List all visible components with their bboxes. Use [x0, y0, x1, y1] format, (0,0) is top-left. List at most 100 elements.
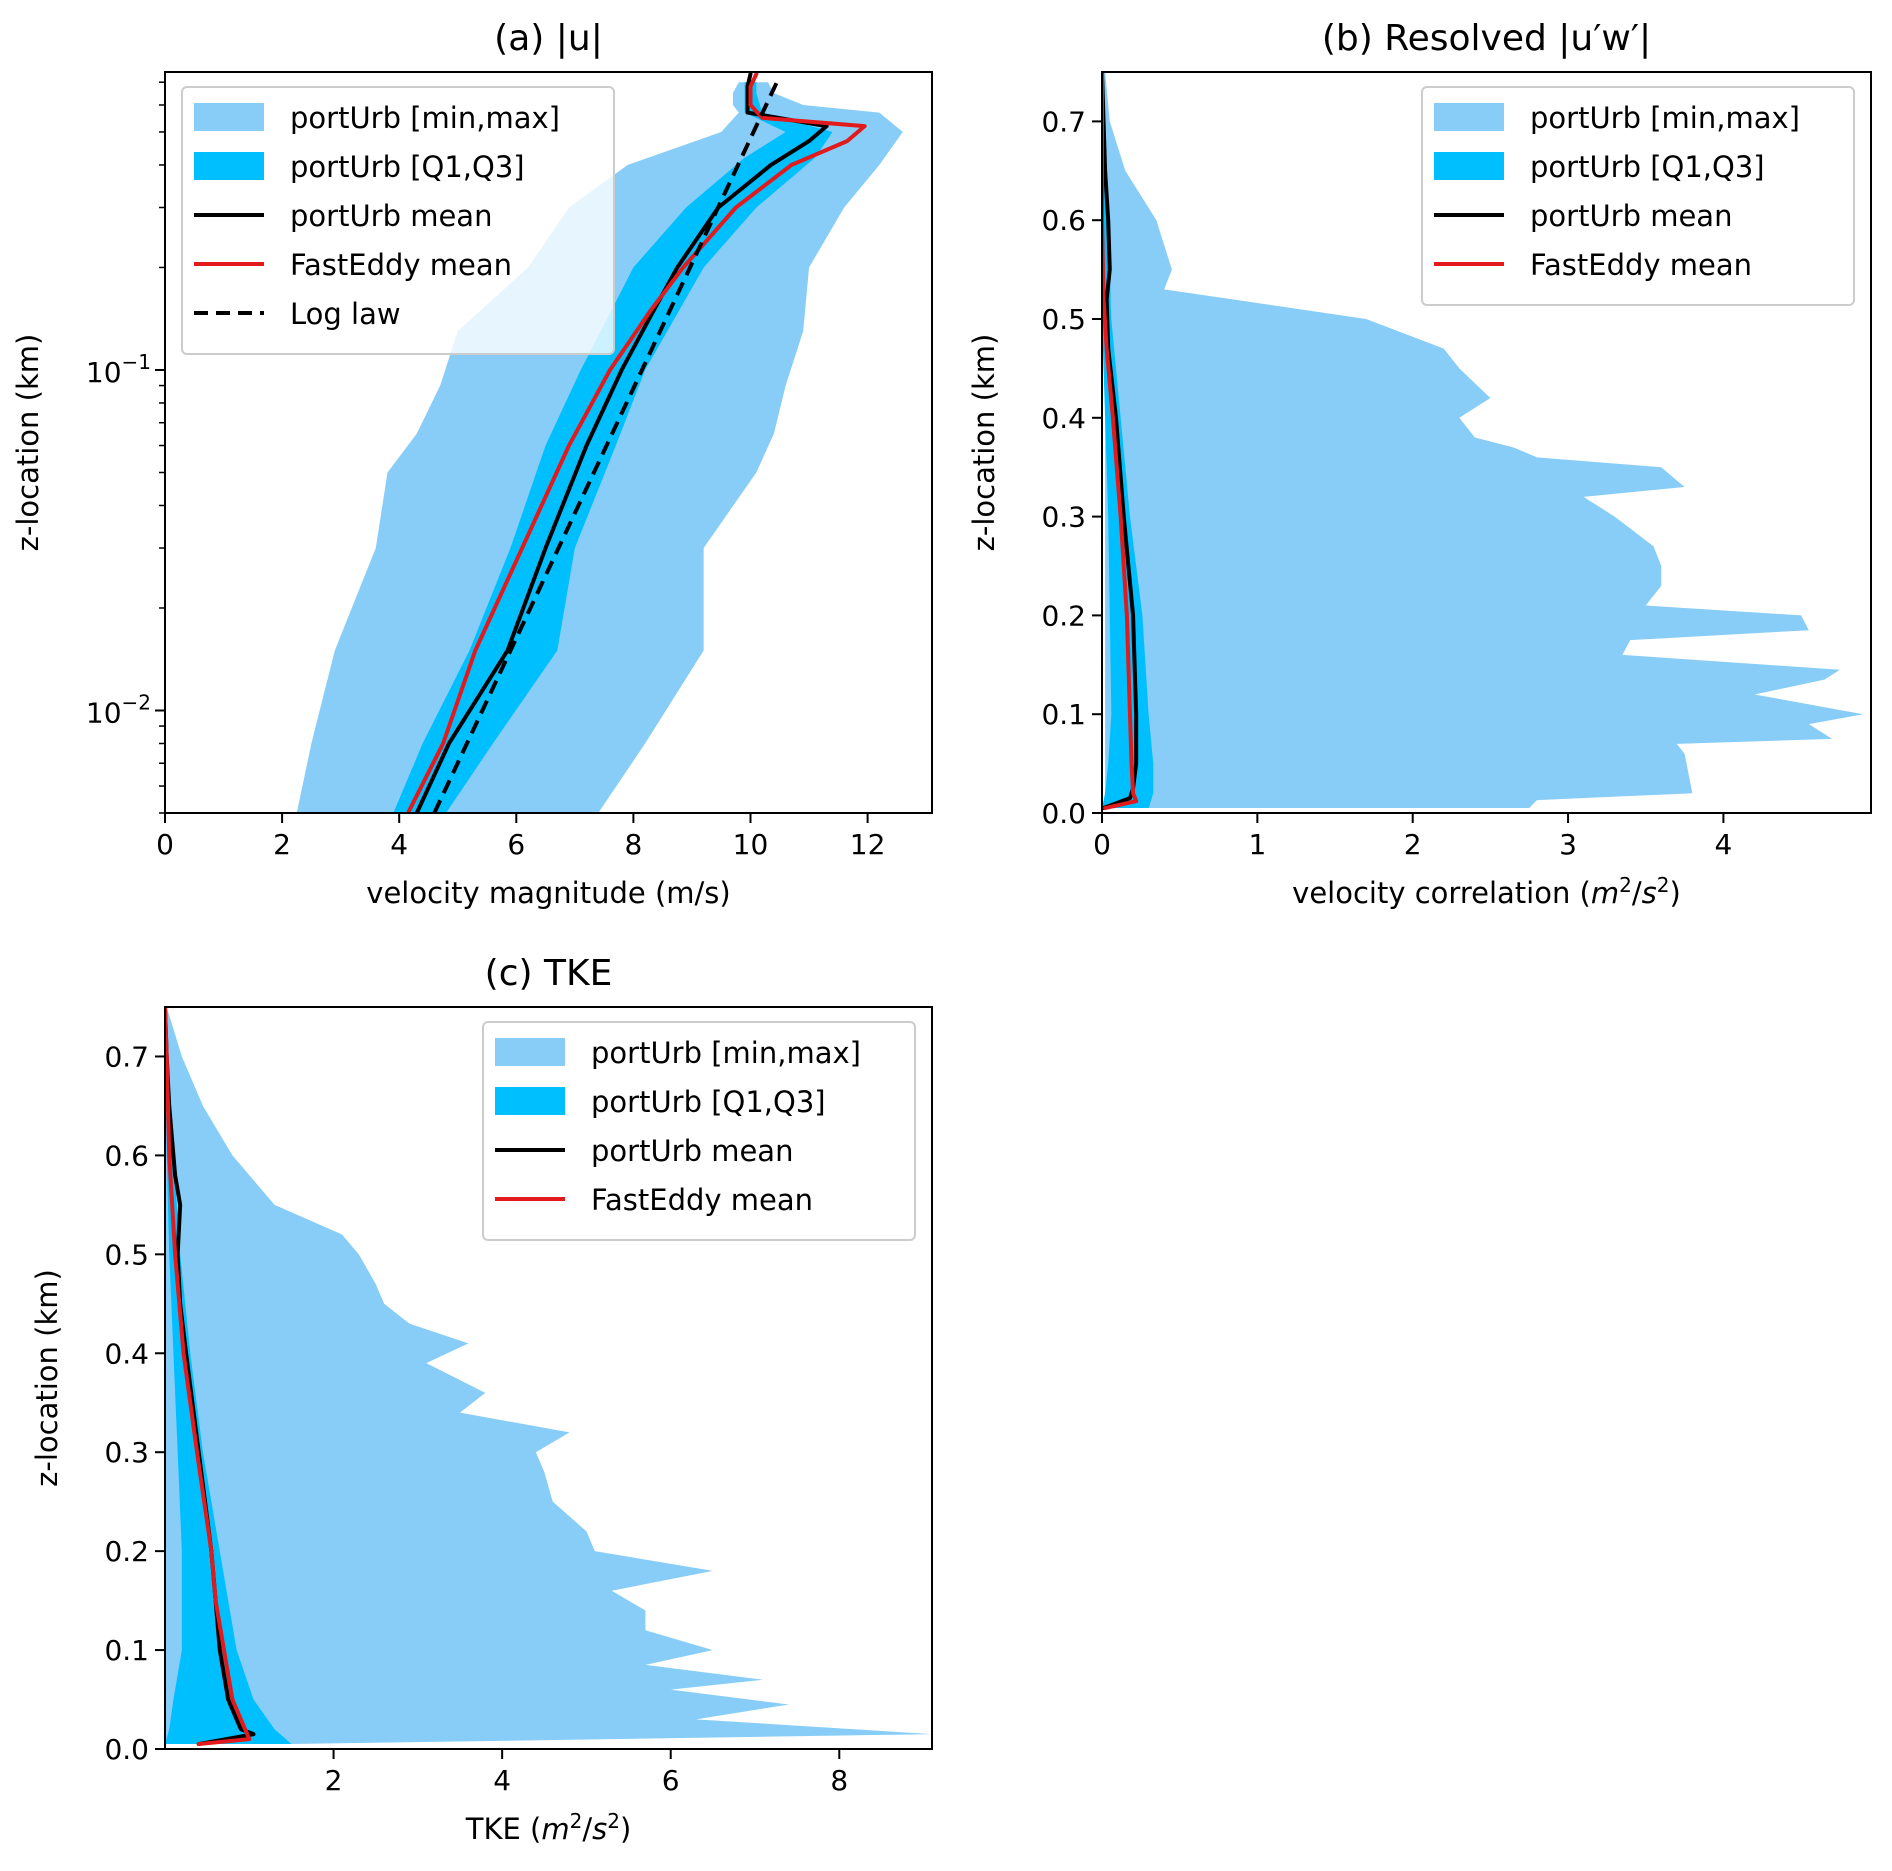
y-tick-label: 0.3: [104, 1436, 149, 1469]
x-axis-label-slash: /: [582, 1812, 592, 1846]
x-axis-label: TKE (m2/s2): [465, 1809, 632, 1846]
y-tick-exponent: −1: [122, 350, 151, 374]
x-tick-label: 8: [830, 1764, 848, 1797]
plot-area: [165, 1007, 932, 1747]
y-tick-label: 10−2: [86, 690, 151, 729]
x-axis-label-slash: /: [1632, 876, 1642, 910]
y-axis-label: z-location (km): [967, 334, 1001, 552]
x-axis-label: velocity correlation (m2/s2): [1292, 873, 1681, 910]
legend: portUrb [min,max] portUrb [Q1,Q3] portUrb …: [482, 1021, 916, 1241]
legend-label: portUrb [min,max]: [591, 1036, 861, 1070]
chart-title: (a) |u|: [494, 18, 603, 59]
legend-label: portUrb [min,max]: [1530, 101, 1800, 135]
y-tick-base: 10: [86, 356, 122, 389]
y-tick-label: 0.3: [1041, 501, 1086, 534]
y-tick-label: 10−1: [86, 350, 151, 389]
x-tick-label: 2: [325, 1764, 343, 1797]
legend-swatch: [194, 103, 264, 131]
legend: portUrb [min,max] portUrb [Q1,Q3] portUrb …: [1421, 86, 1855, 306]
y-tick-label: 0.2: [1041, 599, 1086, 632]
x-axis-label-unit: m: [541, 1812, 569, 1846]
y-tick-label: 0.6: [104, 1139, 149, 1172]
legend-label: portUrb [min,max]: [290, 101, 560, 135]
y-tick-label: 0.4: [1041, 402, 1086, 435]
y-tick-label: 0.5: [1041, 303, 1086, 336]
legend-label: Log law: [290, 297, 401, 331]
legend-label: portUrb [Q1,Q3]: [1530, 150, 1765, 184]
legend-label: portUrb [Q1,Q3]: [591, 1085, 826, 1119]
x-axis-label-unit: s: [1642, 876, 1657, 910]
legend-label: portUrb mean: [591, 1134, 793, 1168]
x-axis-label-unit: s: [592, 1812, 607, 1846]
series-band-1: [1102, 72, 1154, 809]
y-tick-label: 0.0: [1041, 797, 1086, 830]
x-tick-label: 3: [1559, 828, 1577, 861]
x-tick-label: 0: [156, 828, 174, 861]
y-tick-label: 0.6: [1041, 204, 1086, 237]
legend-swatch: [495, 1038, 565, 1066]
legend-label: portUrb [Q1,Q3]: [290, 150, 525, 184]
x-tick-label: 4: [1715, 828, 1733, 861]
plot-area: [296, 72, 903, 813]
y-tick-label: 0.7: [104, 1040, 149, 1073]
x-axis-label-exp: 2: [607, 1809, 620, 1833]
y-tick-label: 0.0: [104, 1733, 149, 1766]
series-line-4: [432, 81, 779, 813]
legend-label: FastEddy mean: [290, 248, 512, 282]
x-axis-label-text: velocity correlation (: [1292, 876, 1591, 910]
legend-label: portUrb mean: [1530, 199, 1732, 233]
legend-swatch: [194, 152, 264, 180]
x-tick-label: 8: [624, 828, 642, 861]
legend-label: portUrb mean: [290, 199, 492, 233]
panel-c: 2 4 6 8 0.0 0.1 0.2 0.3 0.4 0.5 0.6 0.7 (c) TKE TKE (…: [30, 953, 933, 1846]
plot-area: [1102, 72, 1864, 811]
y-tick-label: 0.1: [104, 1634, 149, 1667]
legend-label: FastEddy mean: [1530, 248, 1752, 282]
x-tick-label: 2: [1404, 828, 1422, 861]
y-tick-base: 10: [86, 696, 122, 729]
axes-frame: [164, 71, 933, 814]
series-band-1: [165, 1007, 292, 1745]
legend-swatch: [1434, 152, 1504, 180]
series-line-2: [165, 1007, 256, 1747]
x-axis-label-close: ): [620, 1812, 631, 1846]
series-band-1: [393, 82, 833, 813]
legend-box: [482, 1021, 916, 1241]
y-axis-label: z-location (km): [11, 334, 45, 552]
x-tick-label: 10: [733, 828, 769, 861]
y-tick-label: 0.1: [1041, 698, 1086, 731]
x-axis-label-exp: 2: [570, 1809, 583, 1833]
y-tick-label: 0.4: [104, 1337, 149, 1370]
axes-frame: [164, 1006, 933, 1750]
x-tick-label: 4: [390, 828, 408, 861]
x-axis-label: velocity magnitude (m/s): [366, 876, 730, 910]
series-band-0: [165, 1007, 932, 1745]
legend-swatch: [495, 1087, 565, 1115]
series-line-3: [1102, 72, 1139, 811]
legend-box: [181, 86, 615, 355]
series-line-3: [405, 72, 867, 813]
y-axis-label: z-location (km): [30, 1269, 64, 1487]
axes-frame: [1101, 71, 1872, 814]
x-tick-label: 2: [273, 828, 291, 861]
y-tick-exponent: −2: [122, 690, 151, 714]
chart-title: (b) Resolved |u′w′|: [1322, 18, 1651, 59]
legend-box: [1421, 86, 1855, 306]
series-band-0: [1102, 72, 1864, 809]
legend: portUrb [min,max] portUrb [Q1,Q3] portUrb …: [181, 86, 615, 355]
chart-title: (c) TKE: [485, 953, 613, 994]
legend-swatch: [1434, 103, 1504, 131]
x-tick-label: 0: [1093, 828, 1111, 861]
panel-b: 0 1 2 3 4 0.0 0.1 0.2 0.3 0.4 0.5 0.6 0.7 (b) Resolve…: [967, 18, 1872, 910]
y-tick-label: 0.7: [1041, 105, 1086, 138]
series-line-2: [414, 72, 829, 813]
x-axis-label-text: TKE (: [465, 1812, 542, 1846]
x-tick-label: 6: [662, 1764, 680, 1797]
y-tick-label: 0.5: [104, 1238, 149, 1271]
x-tick-label: 1: [1248, 828, 1266, 861]
x-tick-label: 6: [507, 828, 525, 861]
x-tick-label: 4: [493, 1764, 511, 1797]
legend-label: FastEddy mean: [591, 1183, 813, 1217]
